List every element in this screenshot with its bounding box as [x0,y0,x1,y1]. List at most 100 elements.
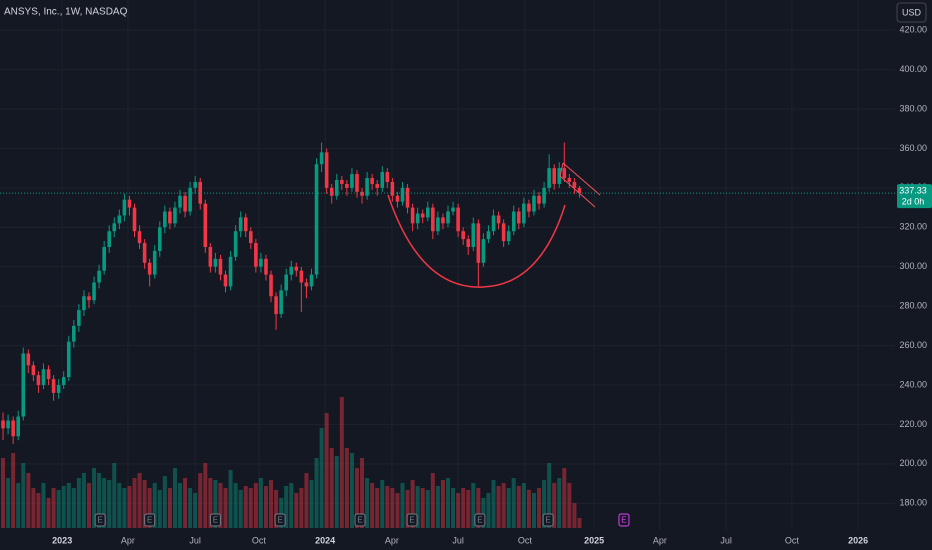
currency-button[interactable] [896,2,927,23]
candle-body [329,187,334,196]
candle-body [223,274,228,287]
last-price-label: 337.33 [899,185,927,195]
earnings-marker [406,513,418,527]
earnings-marker [618,513,630,527]
earnings-label: E [621,516,626,525]
volume-bar [263,486,268,528]
candle-body [319,152,324,165]
x-tick-label: Jul [452,535,464,545]
volume-bar [137,473,142,528]
volume-bar [415,486,420,528]
volume-bar [162,476,167,528]
candle-body [491,215,496,232]
y-tick-label: 240.00 [899,379,927,389]
candle-body [304,282,309,287]
volume-bar [410,480,415,528]
volume-bar [102,478,107,528]
earnings-marker [354,513,366,527]
volume-bar [228,470,233,528]
volume-bar [71,488,76,528]
volume-bar [253,483,258,528]
candle-body [117,215,122,224]
volume-bar [86,483,91,528]
volume-bar [319,428,324,528]
volume-bar [46,498,51,528]
volume-bar [344,448,349,528]
volume-bar [506,488,511,528]
candle-body [233,231,238,257]
volume-bar [299,488,304,528]
candle-body [481,239,486,263]
volume-bar [425,490,430,528]
volume-bar [92,468,97,528]
volume-bar [309,480,314,528]
candle-body [471,223,476,247]
flag-line [559,162,564,177]
candle-body [314,164,319,275]
volume-bar [203,463,208,528]
candle-body [501,223,506,242]
candle-body [137,231,142,244]
candle-body [385,172,390,182]
volume-bar [294,493,299,528]
y-tick-label: 360.00 [899,143,927,153]
candle-body [77,310,81,326]
volume-bar [395,493,400,528]
candle-body [269,274,273,297]
volume-bar [198,473,203,528]
candle-body [122,199,127,216]
volume-bar [557,478,562,528]
y-tick-label: 420.00 [899,25,927,35]
volume-layer [1,397,582,528]
candle-body [299,270,304,283]
candle-body [542,187,546,204]
price-axis: 180.00 200.00 220.00 240.00 260.00 280.00 300.… [895,0,932,550]
volume-bar [51,488,56,528]
candle-body [537,195,541,204]
volume-bar [172,468,177,528]
volume-bar [122,488,127,528]
candle-body [142,243,147,263]
candle-body [16,416,21,437]
volume-bar [334,456,339,528]
volume-bar [456,493,461,528]
y-tick-label: 380.00 [899,103,927,113]
candle-body [522,203,526,224]
candle-body [350,174,354,188]
y-tick-label: 260.00 [899,340,927,350]
candle-body [1,420,5,429]
candle-body [228,256,233,287]
volume-bar [31,488,36,528]
volume-bar [61,486,66,528]
x-tick-label: Oct [785,535,800,545]
candle-body [72,325,76,342]
volume-bar [279,498,284,528]
candle-body [400,187,405,202]
y-tick-label: 300.00 [899,261,927,271]
candle-body [506,231,511,242]
candle-body [390,181,395,196]
volume-bar [405,490,410,528]
candle-body [46,369,51,380]
volume-bar [152,483,157,528]
currency-label[interactable]: USD [902,7,922,17]
volume-bar [97,473,102,528]
volume-bar [486,493,491,528]
volume-bar [36,493,41,528]
volume-bar [521,483,526,528]
volume-bar [147,488,152,528]
volume-bar [451,488,456,528]
volume-bar [213,480,218,528]
candle-body [461,231,465,240]
candle-body [527,203,531,212]
volume-bar [1,458,6,528]
candle-body [441,217,445,224]
candle-body [334,179,339,196]
candle-body [496,215,501,224]
candle-body [340,179,344,184]
candle-body [324,152,329,188]
candle-body [198,181,203,204]
candle-body [21,353,26,417]
candle-body [92,282,96,301]
candle-body [178,195,182,208]
